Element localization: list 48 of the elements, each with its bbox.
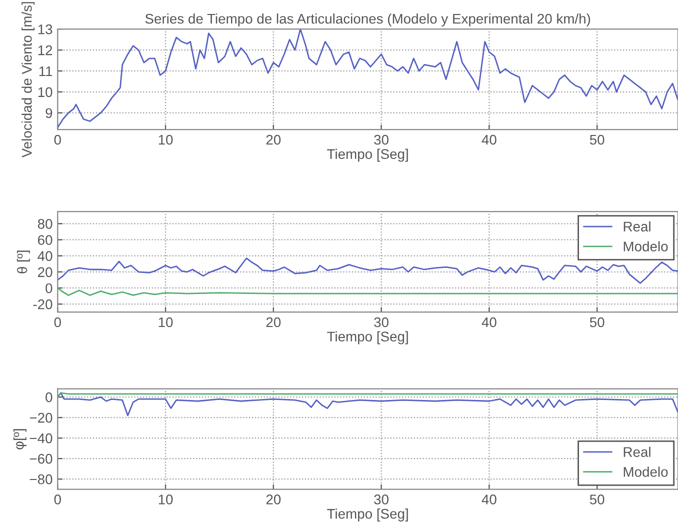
x-axis-title: Tiempo [Seg] bbox=[327, 331, 408, 344]
line-series bbox=[58, 258, 678, 284]
line-series bbox=[58, 29, 678, 128]
y-tick-label: 60 bbox=[38, 235, 52, 245]
chart-title: Series de Tiempo de las Articulaciones (Modelo y Experimental 20 km/h) bbox=[145, 13, 590, 26]
x-tick-label: 50 bbox=[590, 494, 604, 504]
y-tick-label: -20 bbox=[33, 299, 52, 310]
x-tick-label: 20 bbox=[266, 494, 281, 504]
x-tick-label: 30 bbox=[374, 494, 388, 504]
x-tick-label: 20 bbox=[266, 134, 281, 145]
line-series bbox=[58, 287, 678, 296]
y-axis-title: θ [º] bbox=[16, 250, 30, 274]
x-tick-label: 0 bbox=[54, 494, 61, 504]
y-axis-title: φ[º] bbox=[13, 429, 26, 450]
y-tick-label: 0 bbox=[46, 283, 52, 294]
x-tick-label: 40 bbox=[482, 494, 496, 504]
y-tick-label: 11 bbox=[39, 66, 52, 76]
y-tick-label: −80 bbox=[30, 474, 52, 484]
y-tick-label: −40 bbox=[30, 433, 52, 444]
y-tick-label: 9 bbox=[46, 108, 52, 118]
y-axis-title: Velocidad de Viento [m/s] bbox=[22, 2, 35, 158]
x-axis-title: Tiempo [Seg] bbox=[327, 148, 408, 162]
x-tick-label: 0 bbox=[54, 317, 61, 328]
x-tick-label: 30 bbox=[374, 317, 388, 328]
x-tick-label: 10 bbox=[158, 317, 173, 328]
x-tick-label: 10 bbox=[158, 134, 173, 145]
x-tick-label: 0 bbox=[54, 134, 61, 145]
y-tick-label: 80 bbox=[38, 218, 52, 229]
legend-label: Modelo bbox=[624, 466, 668, 477]
x-tick-label: 10 bbox=[158, 494, 173, 504]
x-tick-label: 20 bbox=[266, 317, 281, 328]
y-tick-label: 12 bbox=[38, 45, 52, 56]
x-tick-label: 50 bbox=[590, 317, 604, 328]
x-tick-label: 40 bbox=[482, 134, 496, 145]
legend-label: Real bbox=[624, 221, 650, 232]
x-tick-label: 30 bbox=[374, 134, 388, 145]
x-tick-label: 50 bbox=[590, 134, 604, 145]
y-tick-label: 10 bbox=[38, 87, 52, 98]
y-tick-label: 13 bbox=[38, 24, 52, 34]
x-tick-label: 40 bbox=[482, 317, 496, 328]
y-tick-label: 20 bbox=[38, 267, 52, 278]
y-tick-label: −20 bbox=[30, 412, 52, 423]
legend-label: Modelo bbox=[624, 241, 668, 252]
y-tick-label: 0 bbox=[46, 392, 52, 402]
y-tick-label: 40 bbox=[38, 251, 52, 261]
y-tick-label: −60 bbox=[30, 454, 52, 464]
legend-label: Real bbox=[624, 446, 650, 457]
x-axis-title: Tiempo [Seg] bbox=[327, 508, 408, 522]
